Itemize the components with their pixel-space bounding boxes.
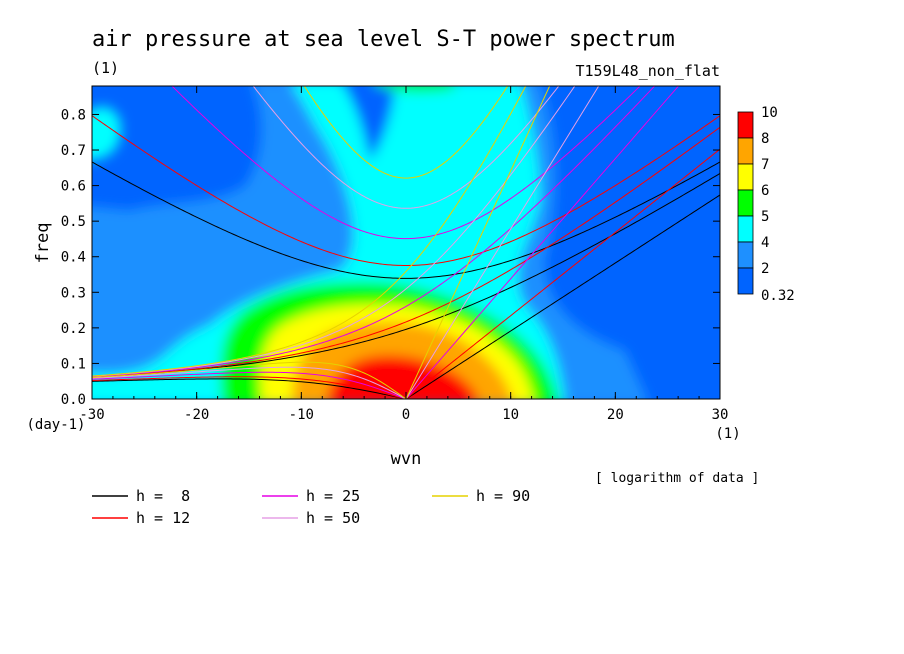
colorbar-swatch [737,137,754,165]
legend-label: h = 90 [476,487,530,505]
colorbar-swatch [737,163,754,191]
legend: h = 8 h = 12 h = 25 h = 50 h = 90 [92,487,530,527]
inertia-gravity-curve [303,86,509,179]
chart-subtitle-right: T159L48_non_flat [576,62,721,80]
rossby-curve [92,361,407,399]
x-tick-label: 0 [402,407,410,423]
inertia-gravity-curve [171,86,641,240]
legend-label: h = 8 [136,487,190,505]
contour-level-green-top [380,86,454,92]
chart-title: air pressure at sea level S-T power spec… [92,27,675,52]
kelvin-curve [405,86,680,399]
mrg-curve [92,86,656,378]
y-tick-label: 0.7 [61,143,86,159]
axis-ticks [91,86,721,400]
rossby-curve [92,378,407,399]
rossby-curve [92,366,407,399]
colorbar-label: 2 [761,261,769,277]
y-tick-label: 0.2 [61,321,86,337]
x-tick-label: 20 [607,407,624,423]
contour-cyan-inner-left [92,106,121,160]
inertia-gravity-curve [92,115,720,266]
inertia-gravity-curve [252,86,560,209]
mrg-curve [92,126,720,378]
kelvin-curve [405,148,720,399]
legend-label: h = 12 [136,509,190,527]
data-note: [ logarithm of data ] [595,471,759,486]
x-tick-label: -10 [289,407,314,423]
colorbar-swatch [737,267,754,295]
contour-level-deep-blue-inner [343,86,395,160]
rossby-curve [92,371,407,399]
y-axis-label: freq [33,223,53,264]
x-axis-unit: (1) [715,426,740,442]
y-axis-unit: (day-1) [26,417,85,433]
y-tick-label: 0.1 [61,356,86,372]
legend-label: h = 25 [306,487,360,505]
y-tick-label: 0.3 [61,285,86,301]
colorbar: 10 8 7 6 5 4 2 0.32 [737,105,795,304]
contour-field [92,86,720,399]
x-axis-label: wvn [391,449,422,469]
colorbar-label: 0.32 [761,288,795,304]
y-tick-label: 0.4 [61,250,86,266]
y-tick-label: 0.0 [61,392,86,408]
dispersion-curves [92,86,720,399]
colorbar-swatch [737,189,754,217]
y-tick-label: 0.6 [61,179,86,195]
mrg-curve [92,86,527,377]
colorbar-label: 7 [761,157,769,173]
rossby-curve [92,376,407,399]
colorbar-label: 6 [761,183,769,199]
kelvin-curve [405,86,551,399]
kelvin-curve [405,86,600,399]
inertia-gravity-curve [92,161,720,279]
x-tick-label: 10 [502,407,519,423]
y-tick-label: 0.8 [61,107,86,123]
colorbar-label: 4 [761,235,769,251]
chart-subtitle-left: (1) [92,59,119,77]
kelvin-curve [405,194,720,399]
y-tick-label: 0.5 [61,214,86,230]
x-tick-label: -30 [79,407,104,423]
x-tick-label: 30 [712,407,729,423]
x-tick-label: -20 [184,407,209,423]
contour-level-red [326,355,479,399]
colorbar-label: 10 [761,105,778,121]
mrg-curve [92,86,576,377]
colorbar-swatch [737,241,754,269]
colorbar-swatch [737,215,754,243]
colorbar-label: 8 [761,131,769,147]
axis-tick-labels: -30 -20 -10 0 10 20 30 0.0 0.1 0.2 0.3 0.4 0.5 0.6 0.7… [61,107,729,423]
colorbar-swatch [737,111,754,139]
colorbar-label: 5 [761,209,769,225]
legend-label: h = 50 [306,509,360,527]
